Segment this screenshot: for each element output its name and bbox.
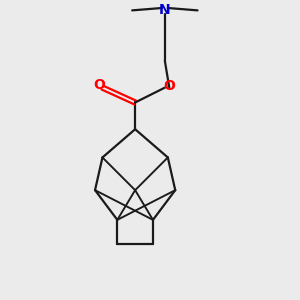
- Text: O: O: [94, 78, 105, 92]
- Text: O: O: [164, 79, 175, 93]
- Text: N: N: [159, 3, 171, 17]
